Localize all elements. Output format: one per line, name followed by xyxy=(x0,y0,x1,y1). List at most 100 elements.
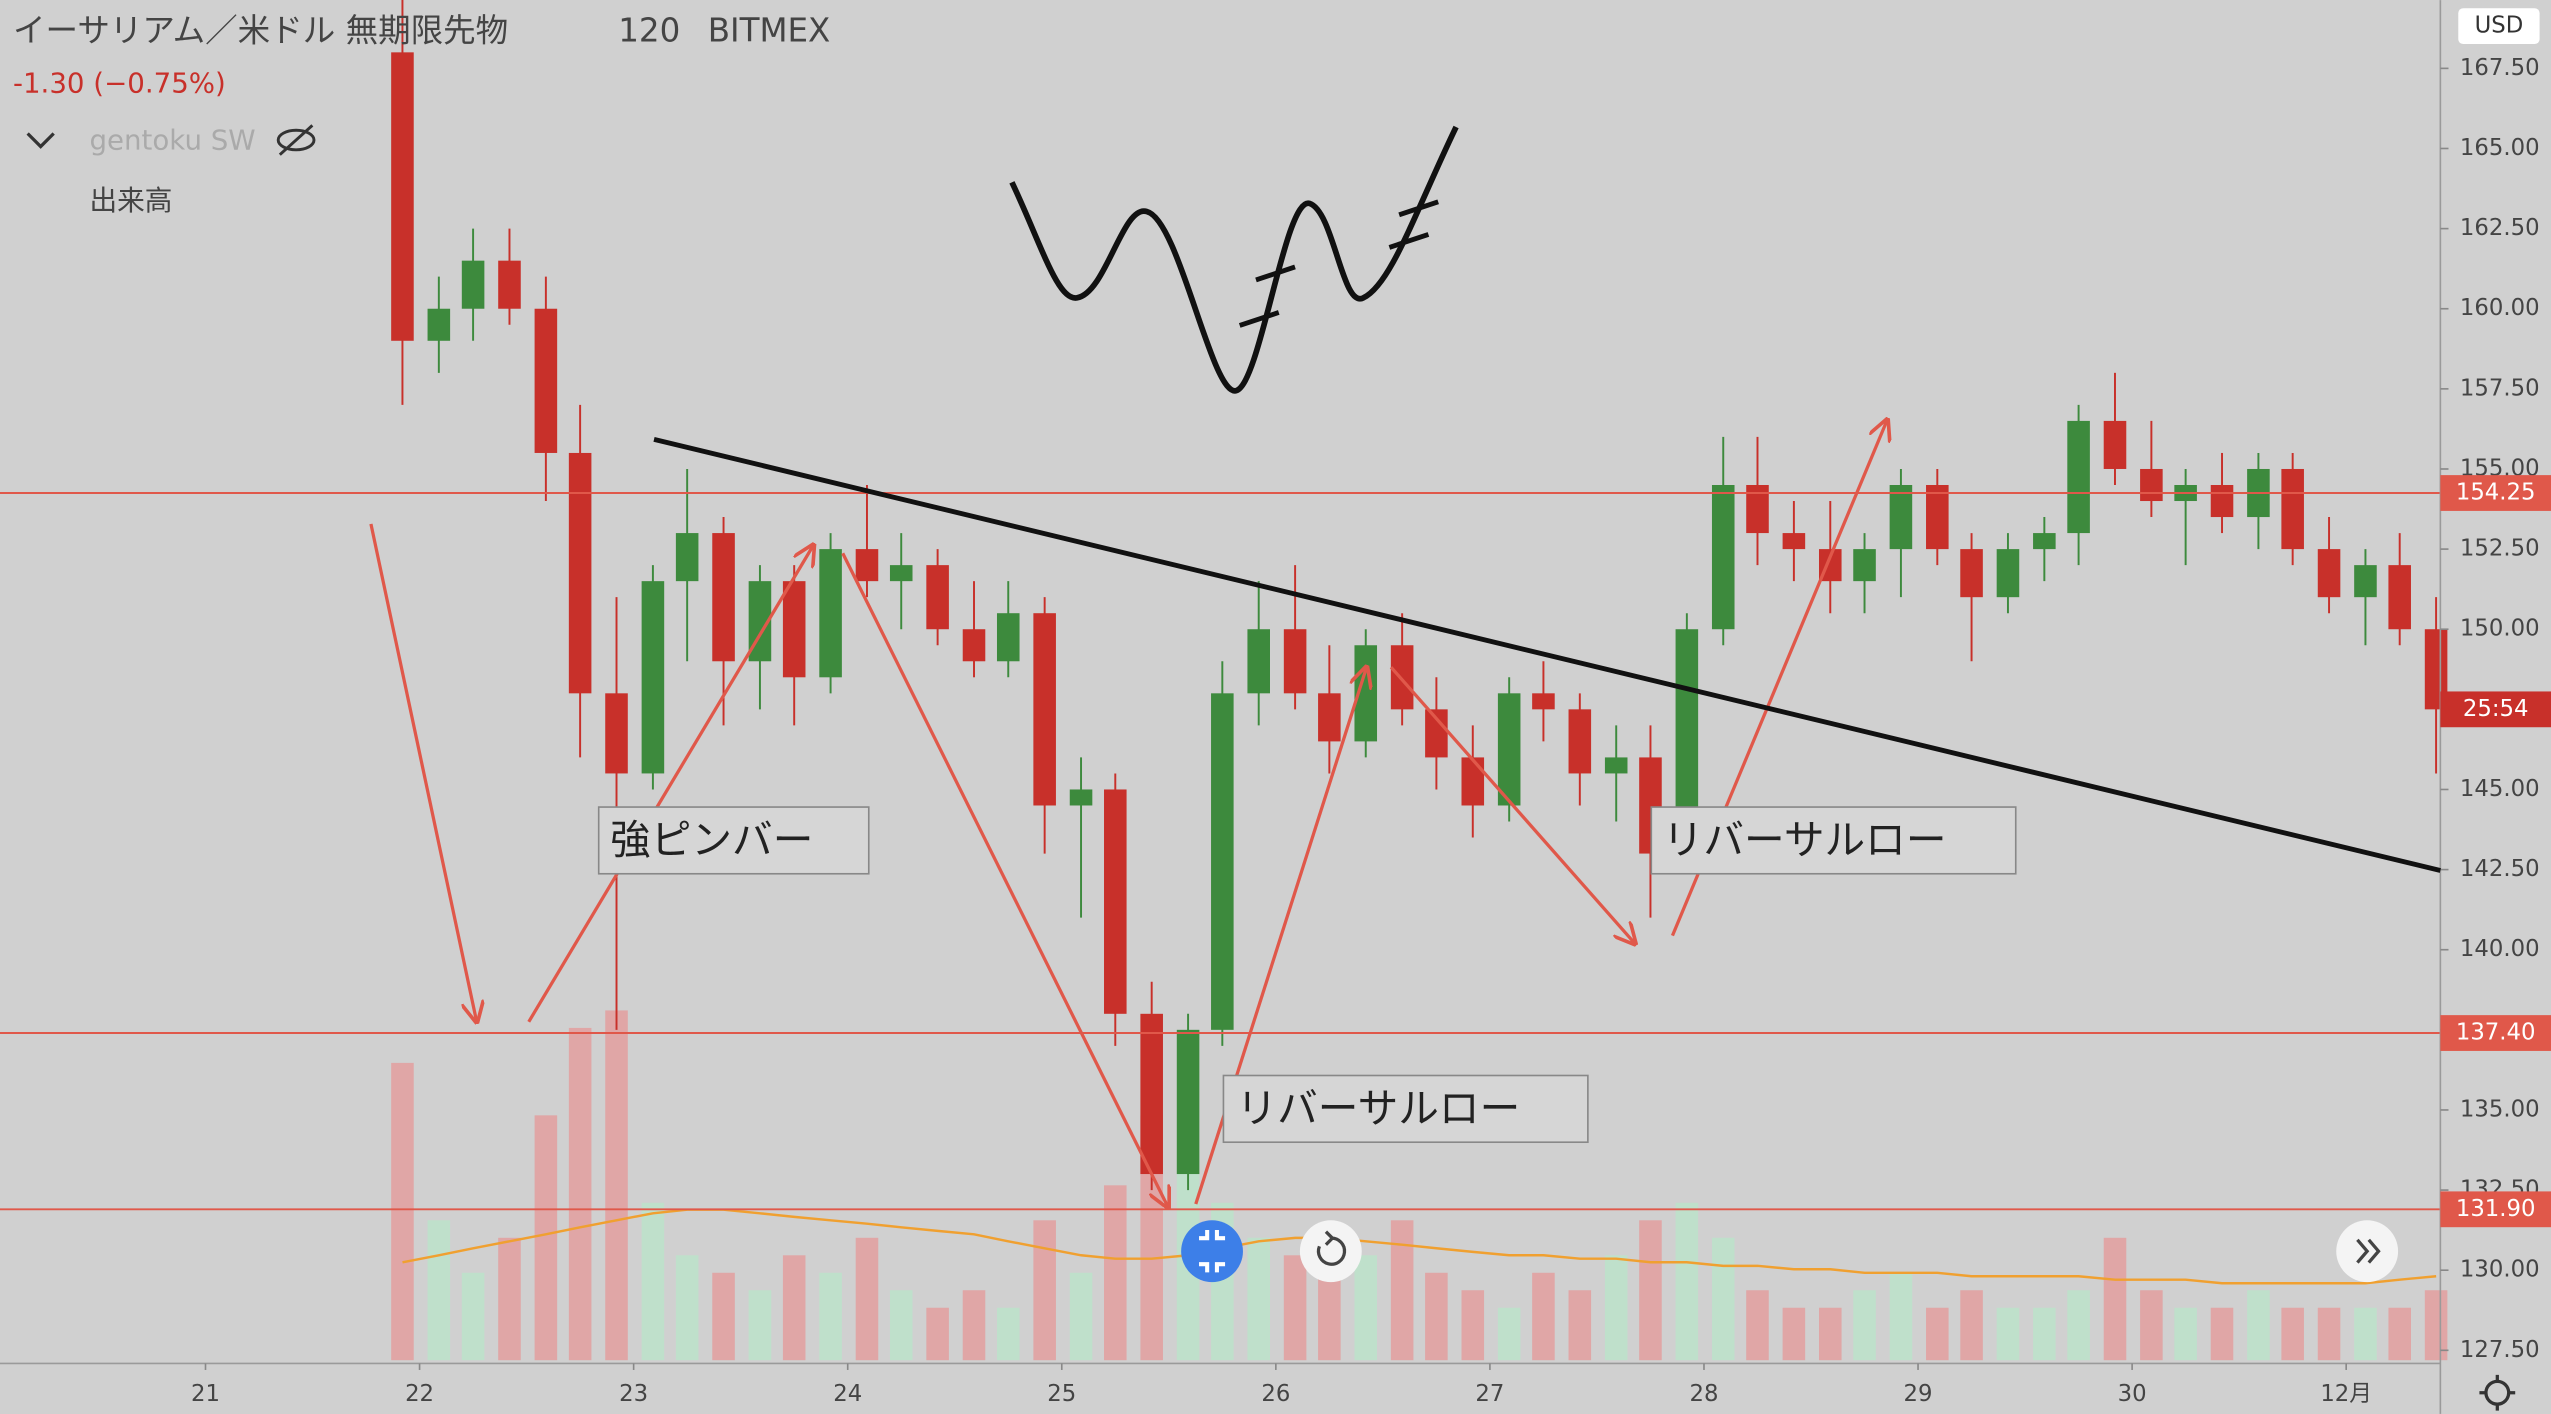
volume-bar xyxy=(2174,1307,2197,1361)
y-tick-label: 127.50 xyxy=(2460,1337,2540,1363)
x-tick-label: 24 xyxy=(833,1381,862,1407)
volume-bar xyxy=(1960,1290,1983,1361)
candle-body xyxy=(2281,468,2304,550)
volume-bar xyxy=(1532,1272,1555,1361)
volume-label: 出来高 xyxy=(89,184,172,217)
candle-body xyxy=(996,613,1020,662)
tick-mark-sketch xyxy=(1388,232,1430,250)
volume-bar xyxy=(427,1220,451,1361)
volume-bar xyxy=(1318,1272,1341,1361)
candle-body xyxy=(1176,1029,1200,1175)
box xyxy=(597,806,870,875)
candle-body xyxy=(819,549,842,678)
candle-body xyxy=(1425,709,1448,758)
price-layer xyxy=(0,0,2448,1211)
collapse-toggle[interactable] xyxy=(26,132,55,149)
y-tick-label: 160.00 xyxy=(2460,295,2540,321)
y-tick-label: 162.50 xyxy=(2460,215,2540,241)
w-sketch xyxy=(1009,125,1459,394)
candle-body xyxy=(1461,757,1485,806)
price-change: -1.30 (−0.75%) xyxy=(13,67,226,100)
axes: 127.50130.00132.50135.00137.50140.00142.… xyxy=(191,55,2551,1407)
x-tick-label: 21 xyxy=(191,1381,220,1407)
box xyxy=(1222,1074,1589,1144)
volume-bar xyxy=(819,1272,842,1361)
volume-bar xyxy=(1497,1307,1521,1361)
candle-body xyxy=(641,581,665,774)
annotation-box: リバーサルロー xyxy=(1222,1074,1589,1144)
candle-body xyxy=(2354,565,2377,598)
volume-bar xyxy=(605,1010,628,1361)
candle-body xyxy=(1568,709,1592,774)
volume-bar xyxy=(1818,1307,1842,1361)
volume-bar xyxy=(889,1290,913,1361)
gear-teeth xyxy=(2479,1374,2516,1411)
candle-body xyxy=(2317,549,2341,598)
x-tick-label: 29 xyxy=(1904,1381,1933,1407)
volume-bar xyxy=(1889,1272,1913,1361)
candle-body xyxy=(1746,485,1769,534)
candle-body xyxy=(1926,485,1949,550)
volume-bar xyxy=(2033,1307,2056,1361)
volume-bar xyxy=(1782,1307,1806,1361)
x-tick-label: 28 xyxy=(1689,1381,1718,1407)
trendline xyxy=(653,437,2441,873)
volume-bar xyxy=(2210,1307,2234,1361)
candle-body xyxy=(2140,468,2163,502)
volume-bar xyxy=(568,1027,592,1361)
volume-bar xyxy=(962,1290,986,1361)
sketch-marks xyxy=(1238,199,1439,328)
volume-bar xyxy=(855,1237,879,1361)
currency: USD xyxy=(2475,13,2524,39)
volume-bar xyxy=(498,1237,521,1361)
currency-box xyxy=(2458,8,2540,45)
volume-bar xyxy=(2354,1307,2377,1361)
candle-body xyxy=(855,549,879,582)
candle-body xyxy=(712,533,735,662)
y-tick-label: 167.50 xyxy=(2460,55,2540,81)
x-tick-label: 22 xyxy=(405,1381,434,1407)
candle-body xyxy=(889,565,913,582)
indicator-name: gentoku SW xyxy=(89,124,255,157)
visibility-toggle[interactable] xyxy=(276,124,316,156)
tick-mark-sketch xyxy=(1398,199,1439,218)
volume-bar xyxy=(1390,1220,1414,1361)
volume-bar xyxy=(2103,1237,2127,1361)
volume-bar xyxy=(1033,1220,1056,1361)
volume-bar xyxy=(675,1255,699,1361)
exchange: BITMEX xyxy=(708,12,831,50)
reset-icon xyxy=(1316,1236,1347,1266)
countdown: 25:54 xyxy=(2463,696,2529,722)
x-tick-label: 12月 xyxy=(2320,1381,2372,1407)
volume-bar xyxy=(1926,1307,1949,1361)
volume-bar xyxy=(1853,1290,1876,1361)
candle-body xyxy=(391,52,414,341)
candle-body xyxy=(2033,533,2056,550)
arrow xyxy=(841,552,1168,1207)
candle-body xyxy=(1497,693,1521,806)
box xyxy=(1650,806,2017,875)
y-tick-label: 140.00 xyxy=(2460,936,2540,962)
candle-body xyxy=(782,581,806,678)
x-tick-label: 25 xyxy=(1047,1381,1076,1407)
candle-body xyxy=(1711,485,1735,630)
eye xyxy=(276,128,316,152)
fullscreen-button[interactable] xyxy=(1181,1220,1243,1283)
volume-bar xyxy=(748,1290,772,1361)
settings-button[interactable] xyxy=(2479,1374,2516,1411)
reset-icon-head xyxy=(1324,1230,1335,1246)
y-tick-label: 157.50 xyxy=(2460,375,2540,401)
candle-body xyxy=(461,260,485,309)
candle-body xyxy=(2210,485,2234,518)
volume-bar xyxy=(1711,1237,1735,1361)
price-label: 137.40 xyxy=(2456,1020,2536,1046)
reset-button[interactable] xyxy=(1299,1220,1362,1283)
y-tick-label: 145.00 xyxy=(2460,776,2540,802)
y-tick-label: 142.50 xyxy=(2460,856,2540,882)
volume-bar xyxy=(1675,1202,1699,1361)
candle-body xyxy=(1283,629,1307,694)
candle-body xyxy=(675,533,699,582)
volume-bar xyxy=(1283,1255,1307,1361)
